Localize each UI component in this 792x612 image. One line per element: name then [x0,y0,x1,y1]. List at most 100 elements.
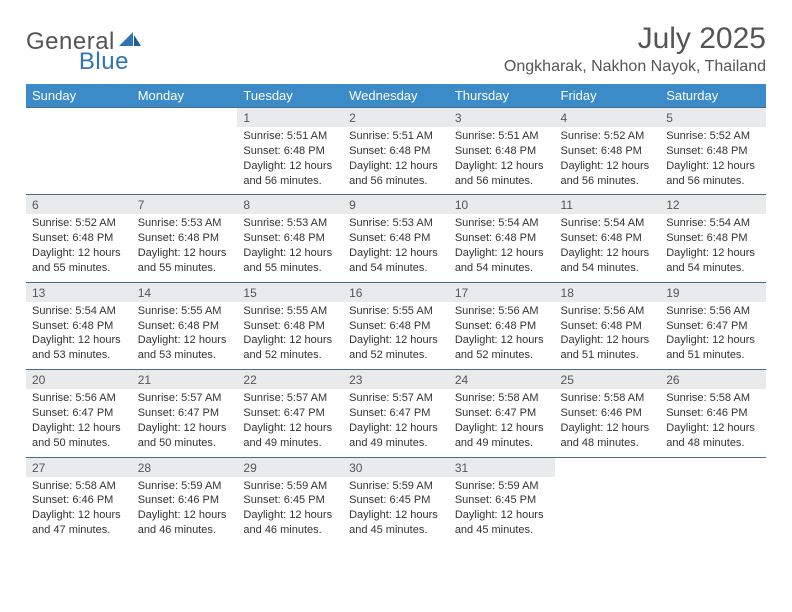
sunset-line: Sunset: 6:47 PM [666,319,760,334]
sunset-line: Sunset: 6:47 PM [32,406,126,421]
sunrise-line: Sunrise: 5:57 AM [243,391,337,406]
empty-daynum [555,457,661,477]
sunset-line: Sunset: 6:48 PM [455,319,549,334]
daylight-line: Daylight: 12 hours and 45 minutes. [349,508,443,538]
day-number: 2 [343,108,449,128]
detail-row: Sunrise: 5:51 AMSunset: 6:48 PMDaylight:… [26,127,766,195]
sunrise-line: Sunrise: 5:51 AM [455,129,549,144]
sunrise-line: Sunrise: 5:54 AM [666,216,760,231]
sunset-line: Sunset: 6:48 PM [243,319,337,334]
day-number: 6 [26,195,132,215]
daylight-line: Daylight: 12 hours and 55 minutes. [32,246,126,276]
calendar-table: Sunday Monday Tuesday Wednesday Thursday… [26,84,766,544]
day-number: 28 [132,457,238,477]
sunset-line: Sunset: 6:48 PM [561,319,655,334]
sunrise-line: Sunrise: 5:54 AM [32,304,126,319]
empty-daynum [26,108,132,128]
day-detail: Sunrise: 5:53 AMSunset: 6:48 PMDaylight:… [132,214,238,282]
sunset-line: Sunset: 6:48 PM [561,231,655,246]
detail-row: Sunrise: 5:58 AMSunset: 6:46 PMDaylight:… [26,477,766,544]
empty-detail [26,127,132,195]
daylight-line: Daylight: 12 hours and 50 minutes. [32,421,126,451]
sunset-line: Sunset: 6:46 PM [32,493,126,508]
location: Ongkharak, Nakhon Nayok, Thailand [504,58,766,76]
daylight-line: Daylight: 12 hours and 56 minutes. [561,159,655,189]
daylight-line: Daylight: 12 hours and 45 minutes. [455,508,549,538]
sunset-line: Sunset: 6:46 PM [138,493,232,508]
daylight-line: Daylight: 12 hours and 54 minutes. [561,246,655,276]
day-detail: Sunrise: 5:56 AMSunset: 6:48 PMDaylight:… [449,302,555,370]
daylight-line: Daylight: 12 hours and 48 minutes. [666,421,760,451]
empty-detail [555,477,661,544]
sunrise-line: Sunrise: 5:54 AM [455,216,549,231]
sunrise-line: Sunrise: 5:58 AM [561,391,655,406]
month-title: July 2025 [504,22,766,56]
sunrise-line: Sunrise: 5:59 AM [349,479,443,494]
day-number: 8 [237,195,343,215]
sunset-line: Sunset: 6:47 PM [138,406,232,421]
sunrise-line: Sunrise: 5:53 AM [349,216,443,231]
weekday-sunday: Sunday [26,84,132,108]
detail-row: Sunrise: 5:56 AMSunset: 6:47 PMDaylight:… [26,389,766,457]
day-number: 18 [555,282,661,302]
day-detail: Sunrise: 5:59 AMSunset: 6:45 PMDaylight:… [343,477,449,544]
weekday-monday: Monday [132,84,238,108]
day-number: 27 [26,457,132,477]
day-detail: Sunrise: 5:56 AMSunset: 6:48 PMDaylight:… [555,302,661,370]
sunset-line: Sunset: 6:48 PM [455,144,549,159]
sunset-line: Sunset: 6:48 PM [666,231,760,246]
title-block: July 2025 Ongkharak, Nakhon Nayok, Thail… [504,22,766,76]
sunrise-line: Sunrise: 5:51 AM [243,129,337,144]
sunset-line: Sunset: 6:48 PM [138,231,232,246]
day-detail: Sunrise: 5:56 AMSunset: 6:47 PMDaylight:… [660,302,766,370]
day-number: 26 [660,370,766,390]
daylight-line: Daylight: 12 hours and 46 minutes. [243,508,337,538]
day-detail: Sunrise: 5:52 AMSunset: 6:48 PMDaylight:… [660,127,766,195]
day-number: 14 [132,282,238,302]
logo: General Blue [26,22,195,56]
day-number: 29 [237,457,343,477]
sunrise-line: Sunrise: 5:52 AM [561,129,655,144]
day-detail: Sunrise: 5:55 AMSunset: 6:48 PMDaylight:… [132,302,238,370]
sunrise-line: Sunrise: 5:58 AM [455,391,549,406]
sunset-line: Sunset: 6:45 PM [455,493,549,508]
daylight-line: Daylight: 12 hours and 56 minutes. [666,159,760,189]
day-detail: Sunrise: 5:59 AMSunset: 6:46 PMDaylight:… [132,477,238,544]
daylight-line: Daylight: 12 hours and 56 minutes. [455,159,549,189]
day-detail: Sunrise: 5:54 AMSunset: 6:48 PMDaylight:… [449,214,555,282]
daylight-line: Daylight: 12 hours and 52 minutes. [349,333,443,363]
day-detail: Sunrise: 5:55 AMSunset: 6:48 PMDaylight:… [343,302,449,370]
daylight-line: Daylight: 12 hours and 52 minutes. [243,333,337,363]
sunset-line: Sunset: 6:47 PM [243,406,337,421]
sunrise-line: Sunrise: 5:55 AM [349,304,443,319]
day-number: 12 [660,195,766,215]
weekday-friday: Friday [555,84,661,108]
day-number: 11 [555,195,661,215]
daylight-line: Daylight: 12 hours and 48 minutes. [561,421,655,451]
weekday-tuesday: Tuesday [237,84,343,108]
day-detail: Sunrise: 5:52 AMSunset: 6:48 PMDaylight:… [26,214,132,282]
daylight-line: Daylight: 12 hours and 53 minutes. [32,333,126,363]
logo-text-blue: Blue [79,48,129,76]
day-number: 13 [26,282,132,302]
weekday-saturday: Saturday [660,84,766,108]
daynum-row: 20212223242526 [26,370,766,390]
sunset-line: Sunset: 6:48 PM [455,231,549,246]
daylight-line: Daylight: 12 hours and 53 minutes. [138,333,232,363]
day-number: 25 [555,370,661,390]
day-number: 16 [343,282,449,302]
daylight-line: Daylight: 12 hours and 55 minutes. [138,246,232,276]
day-detail: Sunrise: 5:57 AMSunset: 6:47 PMDaylight:… [343,389,449,457]
daylight-line: Daylight: 12 hours and 49 minutes. [455,421,549,451]
daylight-line: Daylight: 12 hours and 49 minutes. [243,421,337,451]
sunrise-line: Sunrise: 5:56 AM [666,304,760,319]
day-number: 30 [343,457,449,477]
sunset-line: Sunset: 6:48 PM [32,319,126,334]
day-detail: Sunrise: 5:53 AMSunset: 6:48 PMDaylight:… [343,214,449,282]
sunrise-line: Sunrise: 5:53 AM [243,216,337,231]
sunset-line: Sunset: 6:45 PM [349,493,443,508]
daylight-line: Daylight: 12 hours and 56 minutes. [349,159,443,189]
weekday-header-row: Sunday Monday Tuesday Wednesday Thursday… [26,84,766,108]
header: General Blue July 2025 Ongkharak, Nakhon… [26,22,766,76]
day-detail: Sunrise: 5:54 AMSunset: 6:48 PMDaylight:… [555,214,661,282]
